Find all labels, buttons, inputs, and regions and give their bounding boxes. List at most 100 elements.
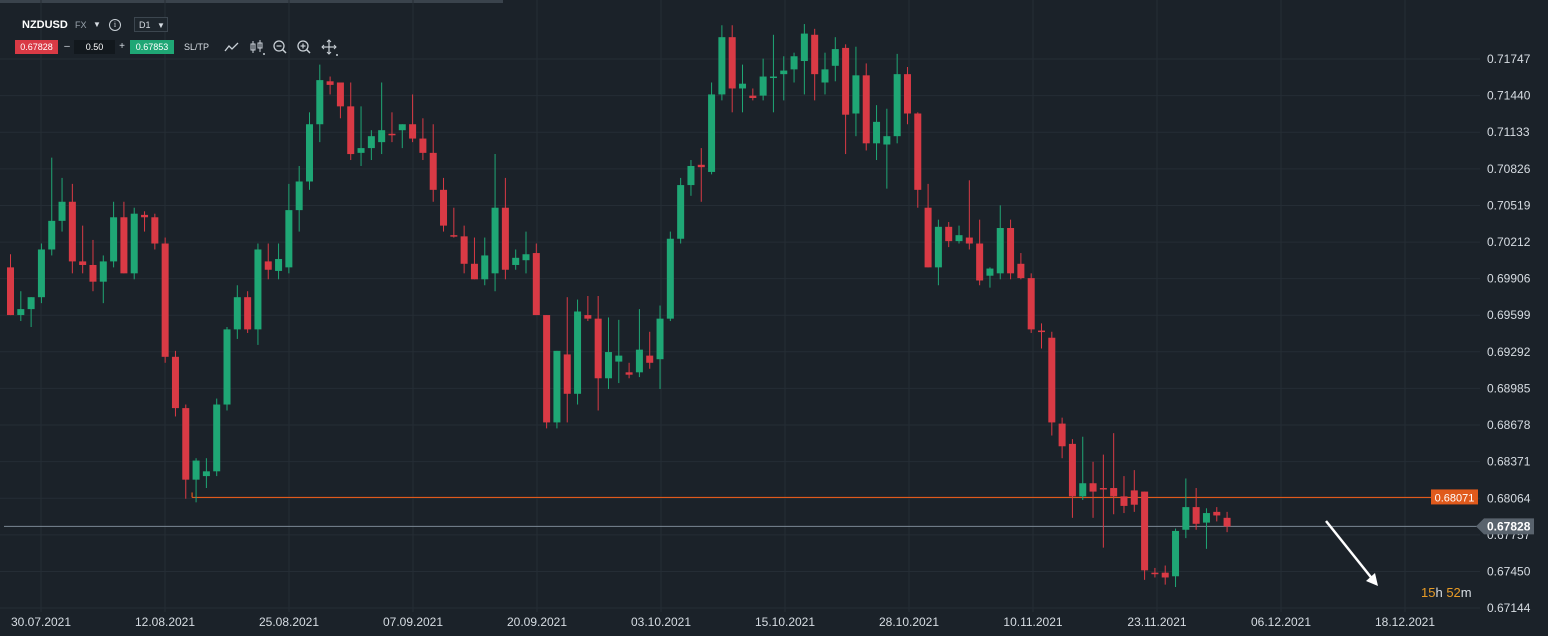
candle-body[interactable] [275,259,283,271]
candle-body[interactable] [677,185,685,239]
candle-body[interactable] [512,257,520,265]
candle-body[interactable] [821,69,829,83]
zoom-out-icon[interactable] [271,38,289,56]
line-chart-icon[interactable] [223,38,241,56]
candle-body[interactable] [903,74,911,114]
symbol-label[interactable]: NZDUSD [22,19,68,31]
candle-body[interactable] [388,133,396,136]
candle-body[interactable] [790,56,798,70]
candle-body[interactable] [120,217,128,274]
candle-body[interactable] [1027,278,1035,330]
candle-body[interactable] [1089,483,1097,492]
candle-body[interactable] [357,148,365,153]
candle-body[interactable] [1223,517,1231,527]
candle-body[interactable] [604,352,612,379]
candle-body[interactable] [1068,443,1076,497]
candle-body[interactable] [398,124,406,131]
candle-body[interactable] [326,81,334,85]
candle-body[interactable] [1110,488,1118,497]
candle-body[interactable] [883,136,891,145]
candle-body[interactable] [873,121,881,144]
candle-body[interactable] [976,243,984,281]
candle-body[interactable] [1017,263,1025,279]
candle-body[interactable] [543,315,551,423]
candle-body[interactable] [233,297,241,330]
candle-body[interactable] [460,236,468,264]
candle-body[interactable] [831,49,839,66]
info-icon[interactable]: i [109,19,121,31]
buy-price-button[interactable]: 0.67853 [130,40,174,54]
candle-body[interactable] [914,113,922,190]
candle-body[interactable] [1007,228,1015,274]
candle-body[interactable] [1161,572,1169,578]
candle-body[interactable] [996,228,1004,274]
candle-body[interactable] [1182,507,1190,530]
candle-body[interactable] [842,47,850,115]
candle-body[interactable] [110,217,118,262]
candle-body[interactable] [254,249,262,330]
sell-price-button[interactable]: 0.67828 [15,40,58,54]
candle-body[interactable] [501,207,509,270]
candle-body[interactable] [223,329,231,405]
candle-body[interactable] [924,207,932,268]
candle-body[interactable] [635,349,643,373]
candle-body[interactable] [852,75,860,114]
candle-body[interactable] [27,297,35,310]
candle-body[interactable] [89,264,97,282]
candlestick-icon[interactable] [248,38,266,56]
candle-body[interactable] [367,136,375,149]
candle-body[interactable] [429,152,437,190]
candle-body[interactable] [563,354,571,394]
candle-body[interactable] [440,189,448,226]
candle-body[interactable] [522,254,530,261]
candle-body[interactable] [965,237,973,244]
lot-increase-button[interactable]: + [119,41,125,52]
candle-body[interactable] [1192,507,1200,524]
candle-body[interactable] [1099,488,1107,490]
candle-body[interactable] [202,471,210,477]
crosshair-move-icon[interactable] [320,38,338,56]
sl-tp-button[interactable]: SL/TP [184,42,210,52]
candle-body[interactable] [1213,511,1221,516]
timeframe-select[interactable]: D1 ▼ [134,17,168,32]
candle-body[interactable] [182,408,190,480]
candle-body[interactable] [264,261,272,270]
candle-body[interactable] [666,238,674,319]
candle-body[interactable] [130,213,138,274]
candle-body[interactable] [161,243,169,357]
candle-body[interactable] [532,253,540,316]
candle-body[interactable] [862,75,870,144]
candle-body[interactable] [336,82,344,107]
candle-body[interactable] [687,165,695,186]
candle-body[interactable] [697,164,705,168]
candle-body[interactable] [986,268,994,276]
candle-body[interactable] [1038,330,1045,333]
symbol-dropdown-icon[interactable]: ▼ [93,20,101,29]
candle-body[interactable] [378,130,386,143]
zoom-in-icon[interactable] [295,38,313,56]
candle-body[interactable] [893,74,901,137]
candle-body[interactable] [800,33,808,62]
candle-body[interactable] [409,124,417,139]
candle-body[interactable] [1079,483,1087,497]
candle-body[interactable] [646,355,654,363]
candle-body[interactable] [945,226,953,242]
candle-body[interactable] [1120,496,1128,506]
candle-body[interactable] [1202,513,1210,523]
candle-body[interactable] [594,318,602,379]
candle-body[interactable] [749,95,757,99]
candle-body[interactable] [769,76,777,79]
candle-body[interactable] [584,315,592,319]
candle-body[interactable] [1141,491,1149,571]
candle-body[interactable] [955,235,963,242]
candle-body[interactable] [141,214,149,218]
candle-body[interactable] [708,94,716,172]
candle-body[interactable] [759,76,767,96]
candle-body[interactable] [99,261,107,282]
candle-body[interactable] [553,350,561,423]
candle-body[interactable] [811,34,819,75]
candle-body[interactable] [213,404,221,472]
candle-body[interactable] [1048,337,1056,423]
candle-body[interactable] [37,249,45,298]
